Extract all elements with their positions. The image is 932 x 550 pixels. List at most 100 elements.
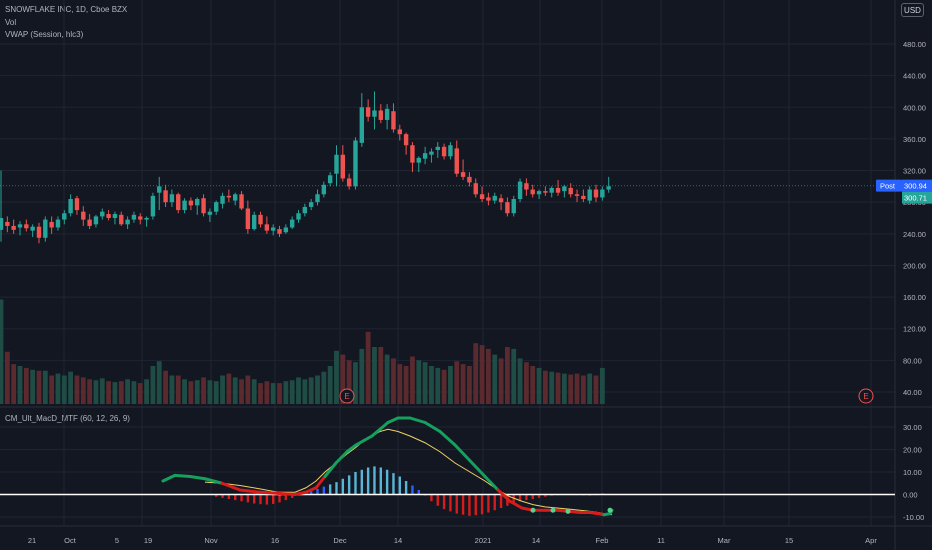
volume-bar [340,354,346,404]
macd-line-segment [378,421,390,431]
price-tick-label: 240.00 [903,230,926,239]
candle-body [562,186,567,192]
volume-bar [220,375,225,404]
candle-body [511,199,516,214]
macd-histogram-bar [442,494,446,510]
candle-body [321,184,327,195]
volume-bar [74,375,80,404]
macd-line-segment [386,416,400,424]
macd-line-segment [161,473,177,483]
post-tag-label: Post [880,182,896,191]
volume-bar [530,366,536,404]
candle-body [574,194,580,196]
volume-bar [365,331,371,404]
macd-histogram-bar [227,494,231,499]
macd-histogram-bar [215,494,218,497]
last-price-label: 300.71 [904,194,927,203]
candle-body [11,225,16,230]
time-tick-label: 16 [271,536,279,545]
macd-line-segment [304,486,318,494]
volume-bar [99,378,105,404]
candle-body [600,189,605,198]
candle-body [157,186,162,193]
volume-bar [397,364,403,404]
price-tick-label: 80.00 [903,356,922,365]
candle-body [17,224,23,228]
candle-body [93,216,99,225]
vwap-legend: VWAP (Session, hlc3) [5,30,84,39]
volume-bar [106,381,112,404]
volume-bar [391,358,396,404]
time-tick-label: 14 [394,536,402,545]
volume-bar [574,373,580,404]
candle-body [530,189,535,195]
time-tick-label: 15 [785,536,793,545]
volume-bar [207,380,213,404]
volume-bar [175,375,181,404]
macd-histogram-bar [259,494,262,505]
candle-body [245,208,251,230]
candle-body [517,181,523,200]
macd-line-segment [334,450,349,465]
price-tick-label: 400.00 [903,103,926,112]
price-tick-label: 440.00 [903,72,926,81]
candle-body [188,200,194,206]
candle-body [384,108,390,120]
volume-bar [296,377,301,404]
earnings-marker[interactable]: E [858,388,874,404]
macd-signal-line [204,428,613,516]
volume-bar [55,373,61,404]
macd-histogram-bar [373,466,376,495]
volume-bar [346,360,352,404]
volume-bars [0,299,605,404]
time-tick-label: Nov [204,536,218,545]
macd-histogram-bar [309,491,313,495]
macd-histogram-bar [240,494,243,502]
macd-cross-dot [565,508,571,514]
volume-bar [188,381,194,404]
candle-body [30,226,35,231]
candle-body [460,172,466,177]
macd-histogram-bar [474,494,477,516]
volume-bar [429,366,434,404]
candle-body [391,111,396,130]
candle-body [327,175,333,184]
volume-bar [23,367,29,404]
candle-body [131,214,137,220]
macd-line-segment [508,499,524,510]
earnings-marker[interactable]: E [339,388,355,404]
volume-bar [498,358,504,404]
macd-line-segment [323,461,338,478]
volume-bar [384,354,390,404]
candle-body [5,221,10,226]
volume-bar [422,362,428,404]
macd-line-segment [276,491,297,496]
candle-body [81,211,86,220]
volume-bar [232,377,238,404]
macd-line-segment [453,443,472,463]
volume-bar [334,350,339,404]
volume-bar [441,369,447,404]
candle-body [467,176,472,183]
candle-body [308,202,314,207]
candle-body [498,198,504,203]
volume-bar [593,375,599,404]
macd-histogram-bar [544,494,547,497]
candle-body [169,194,175,203]
candle-body [36,226,42,238]
volume-bar [118,381,124,404]
price-axis: 480.00440.00400.00360.00320.00280.00240.… [903,40,926,397]
macd-histogram-bar [221,494,224,498]
candle-body [0,218,4,230]
volume-bar [270,383,276,404]
candle-body [220,195,225,204]
candle-body [479,194,485,200]
time-axis: 21 Oct 5 19 Nov 16 Dec 14 2021 14 Feb 11 Mar 15 Apr [28,536,878,545]
candle-body [353,140,358,187]
macd-histogram-bar [290,494,294,498]
macd-histogram-bar [499,494,503,508]
candle-body [429,151,434,155]
candle-body [524,183,529,190]
currency-button[interactable]: USD [901,3,924,17]
